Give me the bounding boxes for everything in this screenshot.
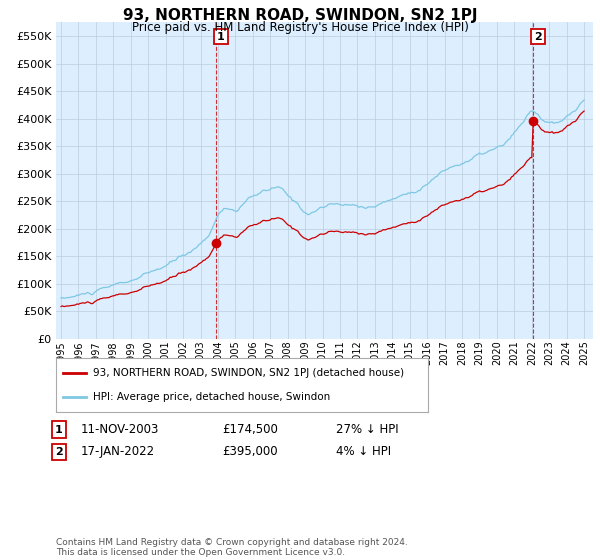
Text: 4% ↓ HPI: 4% ↓ HPI bbox=[336, 445, 391, 459]
Text: 27% ↓ HPI: 27% ↓ HPI bbox=[336, 423, 398, 436]
Text: 17-JAN-2022: 17-JAN-2022 bbox=[81, 445, 155, 459]
Text: £174,500: £174,500 bbox=[222, 423, 278, 436]
Text: 93, NORTHERN ROAD, SWINDON, SN2 1PJ: 93, NORTHERN ROAD, SWINDON, SN2 1PJ bbox=[123, 8, 477, 24]
Text: 11-NOV-2003: 11-NOV-2003 bbox=[81, 423, 160, 436]
Text: £395,000: £395,000 bbox=[222, 445, 278, 459]
Text: 2: 2 bbox=[534, 31, 542, 41]
Text: 1: 1 bbox=[55, 424, 62, 435]
Text: Contains HM Land Registry data © Crown copyright and database right 2024.
This d: Contains HM Land Registry data © Crown c… bbox=[56, 538, 407, 557]
Text: 2: 2 bbox=[55, 447, 62, 457]
Text: 93, NORTHERN ROAD, SWINDON, SN2 1PJ (detached house): 93, NORTHERN ROAD, SWINDON, SN2 1PJ (det… bbox=[93, 368, 404, 379]
Text: Price paid vs. HM Land Registry's House Price Index (HPI): Price paid vs. HM Land Registry's House … bbox=[131, 21, 469, 34]
Text: 1: 1 bbox=[217, 31, 225, 41]
Text: HPI: Average price, detached house, Swindon: HPI: Average price, detached house, Swin… bbox=[93, 391, 330, 402]
